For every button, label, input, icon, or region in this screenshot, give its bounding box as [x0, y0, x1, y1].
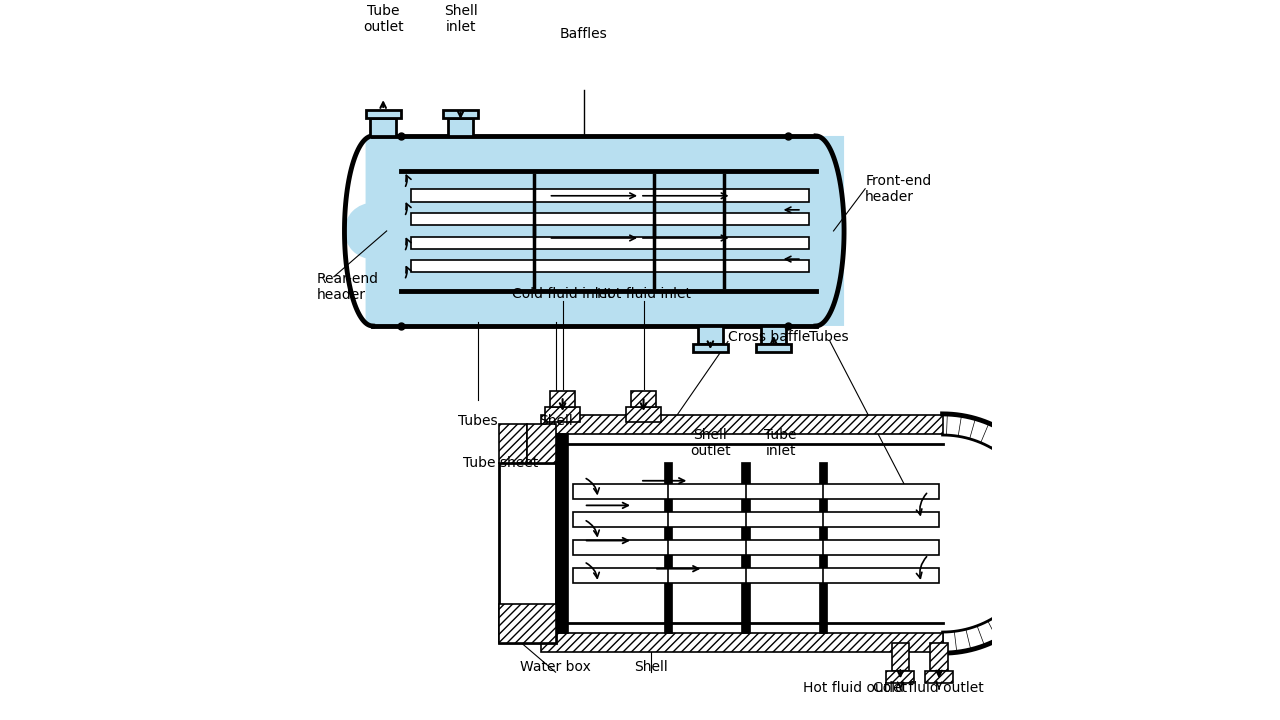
Text: Tubes: Tubes	[458, 414, 498, 428]
Bar	[692, 343, 728, 352]
Bar	[366, 110, 401, 118]
Text: Front-end
header: Front-end header	[865, 174, 932, 204]
Wedge shape	[344, 203, 372, 259]
Text: Shell: Shell	[634, 660, 667, 674]
Text: Shell: Shell	[539, 414, 572, 428]
Bar	[411, 212, 809, 225]
Text: Cross baffle: Cross baffle	[728, 330, 810, 343]
Bar	[741, 462, 750, 548]
Wedge shape	[815, 203, 844, 259]
Bar	[443, 110, 479, 118]
Bar	[931, 642, 948, 671]
Bar	[819, 548, 827, 633]
Text: Tube sheet: Tube sheet	[462, 456, 538, 470]
Bar	[756, 343, 791, 352]
Bar	[550, 392, 575, 407]
Text: Shell
outlet: Shell outlet	[690, 428, 731, 458]
Bar	[556, 434, 568, 633]
Text: Tube
outlet: Tube outlet	[362, 4, 403, 34]
Text: Water box: Water box	[520, 660, 591, 674]
Bar	[631, 392, 657, 407]
Bar	[499, 604, 556, 642]
Bar	[370, 118, 396, 136]
FancyBboxPatch shape	[366, 136, 844, 326]
Bar	[573, 568, 940, 583]
Text: Rear-end
header: Rear-end header	[316, 272, 379, 302]
Text: Hot fluid outlet: Hot fluid outlet	[803, 681, 906, 696]
Text: Cold fluid inlet: Cold fluid inlet	[512, 287, 613, 302]
Bar	[545, 407, 580, 423]
Text: Tube
inlet: Tube inlet	[764, 428, 797, 458]
Text: Hot fluid inlet: Hot fluid inlet	[596, 287, 690, 302]
Bar	[664, 548, 672, 633]
Bar	[541, 415, 942, 434]
Bar	[573, 540, 940, 555]
Bar	[886, 671, 914, 683]
Bar	[819, 462, 827, 548]
Bar	[541, 633, 942, 652]
Text: Shell
inlet: Shell inlet	[444, 4, 477, 34]
Bar	[626, 407, 660, 423]
Bar	[527, 425, 556, 463]
Bar	[664, 462, 672, 548]
Text: Tubes: Tubes	[809, 330, 849, 343]
Bar	[762, 326, 786, 343]
Text: Cold fluid outlet: Cold fluid outlet	[873, 681, 984, 696]
Bar	[499, 425, 527, 463]
Bar	[411, 237, 809, 249]
Bar	[698, 326, 723, 343]
Bar	[892, 642, 909, 671]
Bar	[499, 463, 556, 642]
Bar	[573, 484, 940, 499]
Bar	[448, 118, 474, 136]
Bar	[925, 671, 954, 683]
Text: Baffles: Baffles	[559, 27, 608, 41]
Bar	[573, 512, 940, 527]
Bar	[411, 189, 809, 202]
Bar	[411, 260, 809, 272]
Bar	[741, 548, 750, 633]
